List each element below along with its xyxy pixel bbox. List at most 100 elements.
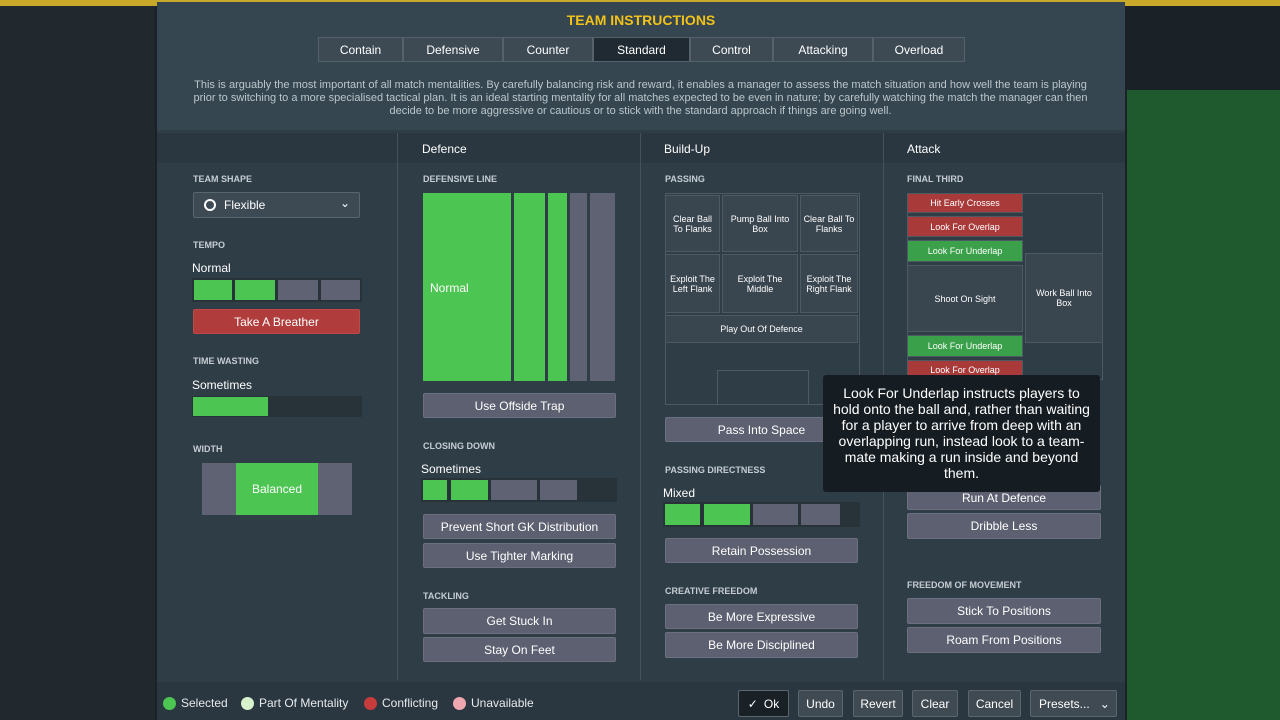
- column-header: Attack: [907, 142, 941, 156]
- chevron: ⌄: [340, 196, 351, 210]
- tab[interactable]: Control: [690, 37, 773, 62]
- modal-header: [157, 2, 1125, 130]
- zone[interactable]: Work Ball Into Box: [1025, 253, 1103, 343]
- tab[interactable]: Defensive: [403, 37, 503, 62]
- legend-label: Selected: [181, 696, 228, 710]
- legend-label: Unavailable: [471, 696, 534, 710]
- section-label: TEAM SHAPE: [193, 174, 253, 184]
- line-value: Normal: [430, 281, 469, 295]
- footer-button[interactable]: ✓ Ok: [738, 690, 789, 717]
- zone[interactable]: Look For Underlap: [907, 335, 1023, 357]
- zone[interactable]: Clear Ball To Flanks: [665, 195, 720, 252]
- section-label: TIME WASTING: [193, 356, 259, 366]
- zone[interactable]: Exploit The Right Flank: [800, 254, 858, 313]
- column-header: Defence: [422, 142, 467, 156]
- background-panel: [1127, 90, 1280, 720]
- line-seg[interactable]: [423, 193, 511, 381]
- footer-button[interactable]: Clear: [912, 690, 958, 717]
- tab[interactable]: Overload: [873, 37, 965, 62]
- dropdown-value: Flexible: [224, 198, 266, 212]
- title: TEAM INSTRUCTIONS: [566, 12, 716, 28]
- button[interactable]: Be More Disciplined: [665, 632, 858, 658]
- dropdown-icon: [204, 199, 216, 211]
- tab[interactable]: Contain: [318, 37, 403, 62]
- chevron: ⌄: [1099, 696, 1110, 711]
- slider-seg: [235, 280, 275, 300]
- section-label: PASSING: [665, 174, 705, 184]
- pitch-box: [717, 370, 809, 405]
- width-fill: [236, 463, 318, 515]
- button[interactable]: Get Stuck In: [423, 608, 616, 634]
- legend-dot: [453, 697, 466, 710]
- slider-value: Sometimes: [421, 462, 482, 476]
- legend-label: Conflicting: [382, 696, 439, 710]
- section-label: TEMPO: [193, 240, 226, 250]
- divider: [640, 133, 641, 680]
- footer: [157, 682, 1125, 720]
- button-label: Presets...: [1039, 696, 1090, 711]
- line-seg: [548, 193, 567, 381]
- section-label: WIDTH: [193, 444, 223, 454]
- footer-button[interactable]: Presets... ⌄: [1030, 690, 1117, 717]
- button[interactable]: Retain Possession: [665, 538, 858, 563]
- zone[interactable]: Pump Ball Into Box: [722, 195, 798, 252]
- check-icon: ✓: [747, 696, 758, 711]
- button[interactable]: Prevent Short GK Distribution: [423, 514, 616, 539]
- line-seg: [570, 193, 587, 381]
- slider-seg: [540, 480, 577, 500]
- tab-active[interactable]: Standard: [593, 37, 690, 62]
- button[interactable]: Dribble Less: [907, 513, 1101, 539]
- zone[interactable]: Play Out Of Defence: [665, 315, 858, 343]
- section-label: FINAL THIRD: [907, 174, 964, 184]
- slider-value: Mixed: [663, 486, 696, 500]
- width-value: Balanced: [251, 482, 303, 496]
- button[interactable]: Take A Breather: [193, 309, 360, 334]
- slider-seg: [704, 504, 750, 525]
- footer-button[interactable]: Revert: [853, 690, 903, 717]
- button[interactable]: Use Offside Trap: [423, 393, 616, 418]
- tab[interactable]: Counter: [503, 37, 593, 62]
- legend-dot: [241, 697, 254, 710]
- zone[interactable]: Look For Underlap: [907, 240, 1023, 262]
- slider-seg: [801, 504, 840, 525]
- slider-seg: [491, 480, 537, 500]
- line-seg: [590, 193, 615, 381]
- slider-seg: [665, 504, 700, 525]
- slider-seg: [753, 504, 798, 525]
- footer-button[interactable]: Cancel: [968, 690, 1021, 717]
- section-label: TACKLING: [423, 591, 469, 601]
- button-label: Ok: [763, 696, 780, 711]
- slider-seg: [423, 480, 447, 500]
- button[interactable]: Stick To Positions: [907, 598, 1101, 624]
- tab[interactable]: Attacking: [773, 37, 873, 62]
- dropdown[interactable]: [193, 192, 360, 218]
- zone[interactable]: Look For Overlap: [907, 216, 1023, 237]
- zone[interactable]: Shoot On Sight: [907, 265, 1023, 332]
- description: This is arguably the most important of a…: [193, 79, 1088, 117]
- button[interactable]: Roam From Positions: [907, 627, 1101, 653]
- zone[interactable]: Hit Early Crosses: [907, 193, 1023, 213]
- section-label: DEFENSIVE LINE: [423, 174, 498, 184]
- button[interactable]: Stay On Feet: [423, 637, 616, 662]
- button[interactable]: Be More Expressive: [665, 604, 858, 629]
- slider-value: Sometimes: [192, 378, 253, 392]
- legend-label: Part Of Mentality: [259, 696, 349, 710]
- zone[interactable]: Exploit The Middle: [722, 254, 798, 313]
- slider-seg: [278, 280, 318, 300]
- legend-dot: [364, 697, 377, 710]
- section-label: PASSING DIRECTNESS: [665, 465, 766, 475]
- section-label: FREEDOM OF MOVEMENT: [907, 580, 1022, 590]
- column-header: Build-Up: [664, 142, 711, 156]
- legend-dot: [163, 697, 176, 710]
- sidebar: [0, 0, 155, 720]
- zone[interactable]: Clear Ball To Flanks: [800, 195, 858, 252]
- slider-seg: [193, 397, 268, 416]
- tooltip: Look For Underlap instructs players to h…: [823, 375, 1100, 492]
- slider-seg: [194, 280, 232, 300]
- button[interactable]: Use Tighter Marking: [423, 543, 616, 568]
- column-header-row: [157, 133, 1125, 163]
- zone[interactable]: Exploit The Left Flank: [665, 254, 720, 313]
- footer-button[interactable]: Undo: [798, 690, 843, 717]
- section-label: CREATIVE FREEDOM: [665, 586, 758, 596]
